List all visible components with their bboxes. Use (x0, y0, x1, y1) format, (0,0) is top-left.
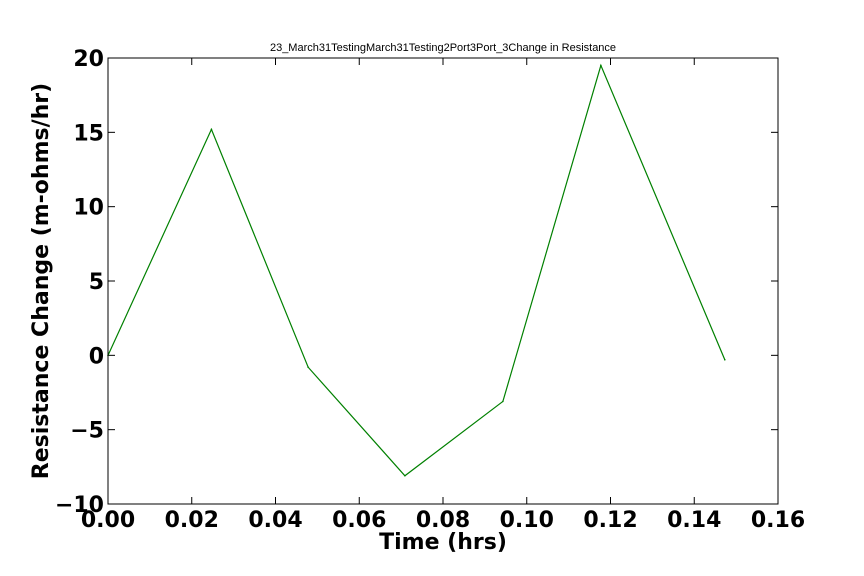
x-tick-label: 0.08 (416, 508, 470, 533)
x-tick-label: 0.10 (500, 508, 554, 533)
x-tick-label: 0.02 (165, 508, 219, 533)
x-tick-labels: 0.00 0.02 0.04 0.06 0.08 0.10 0.12 0.14 0.16 (81, 508, 805, 533)
x-tick-label: 0.04 (248, 508, 302, 533)
data-point (404, 474, 406, 477)
y-axis-label: Resistance Change (m-ohms/hr) (29, 83, 54, 479)
data-point (307, 366, 309, 369)
data-point (210, 128, 213, 131)
x-tick-label: 0.06 (332, 508, 386, 533)
x-axis-label: Time (hrs) (379, 530, 507, 555)
x-tick-label: 0.00 (81, 508, 135, 533)
data-point (724, 358, 726, 361)
y-tick-label: 15 (73, 121, 104, 146)
y-tick-label: 0 (89, 344, 104, 369)
series-layer (107, 63, 726, 477)
y-tick-label: 10 (73, 196, 104, 221)
y-tick-label: −5 (70, 419, 104, 444)
y-tick-label: −10 (55, 493, 104, 518)
chart-title: 23_March31TestingMarch31Testing2Port3Por… (270, 42, 616, 54)
x-tick-label: 0.14 (667, 508, 721, 533)
y-tick-label: 5 (89, 270, 104, 295)
data-point (502, 400, 504, 403)
plot-frame (107, 57, 779, 505)
x-tick-label: 0.16 (751, 508, 805, 533)
data-point (600, 64, 602, 67)
y-tick-label: 20 (73, 47, 104, 72)
x-tick-label: 0.12 (583, 508, 637, 533)
y-tick-labels: −10 −5 0 5 10 15 20 (55, 47, 104, 518)
